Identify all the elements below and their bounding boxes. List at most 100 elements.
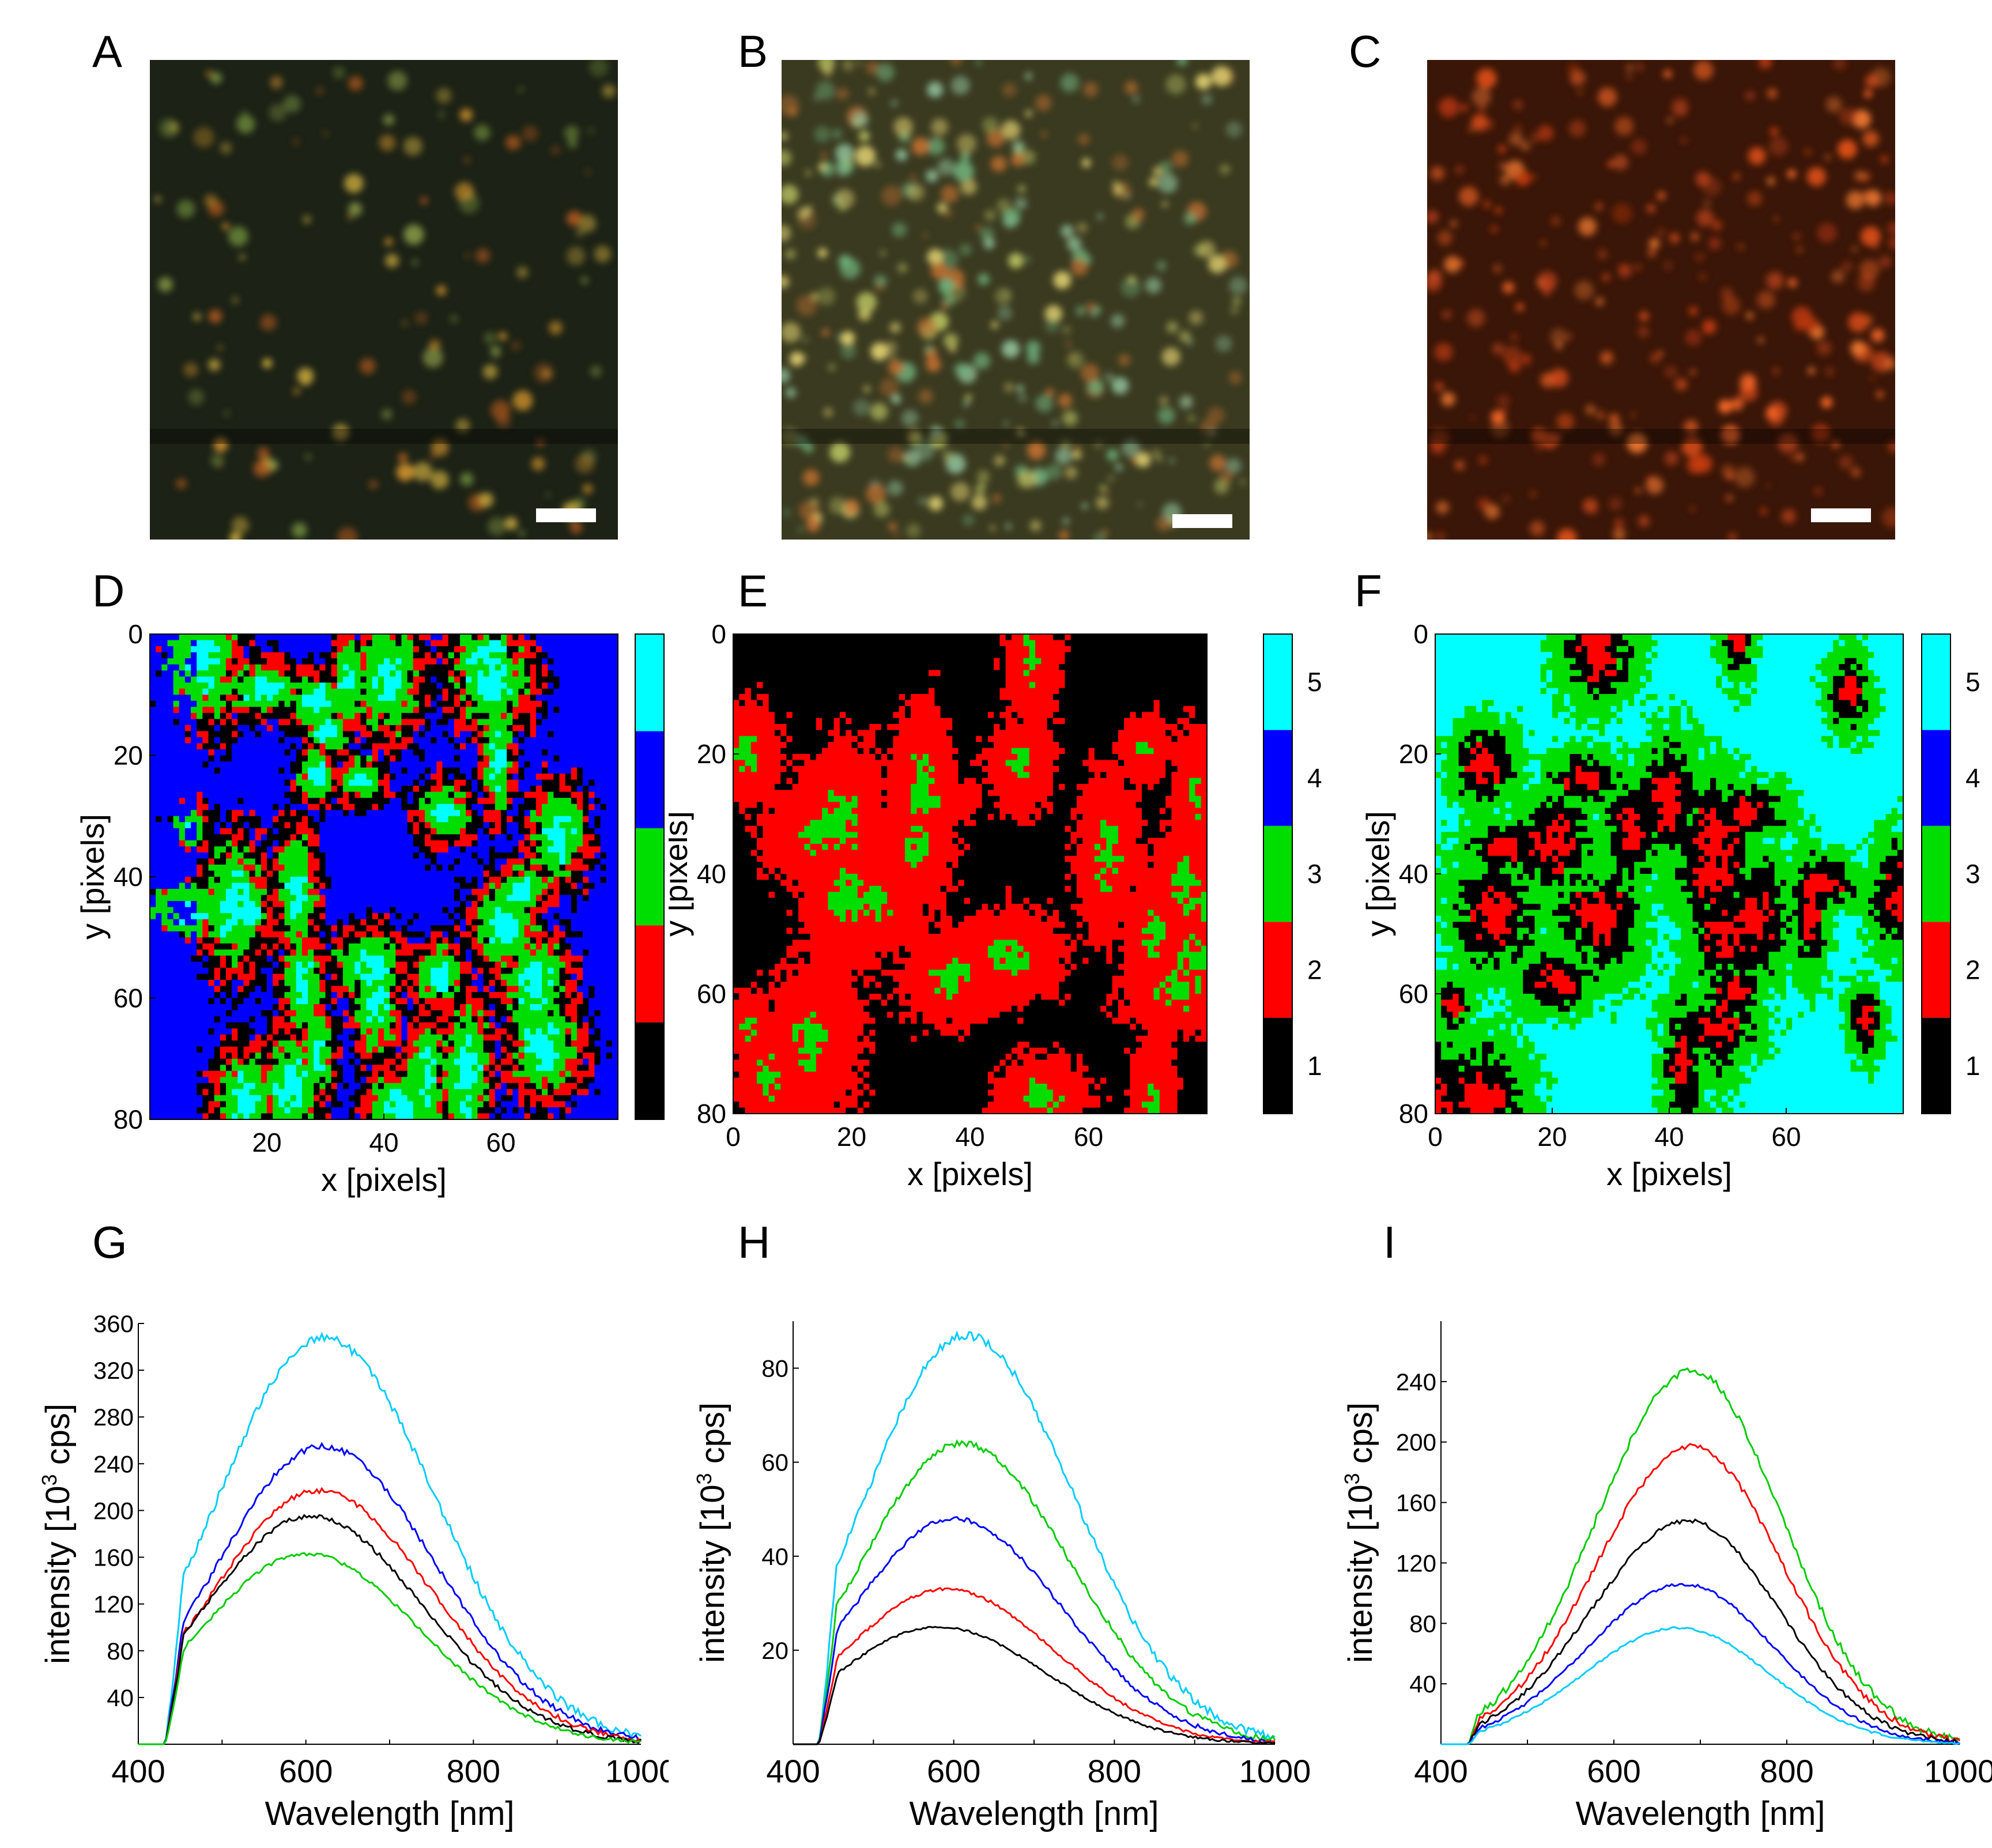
cluster-cell: [243, 858, 250, 865]
cluster-cell: [296, 852, 303, 859]
cluster-cell: [501, 774, 507, 780]
cluster-cell: [588, 901, 595, 908]
cluster-cell: [530, 646, 537, 653]
cluster-cell: [150, 889, 156, 896]
image-seam: [1427, 429, 1895, 444]
cluster-cell: [501, 664, 507, 671]
fluorescent-spot: [870, 342, 889, 361]
cluster-cell: [588, 804, 595, 810]
cluster-cell: [576, 852, 583, 859]
cluster-cell: [483, 931, 490, 938]
cluster-cell: [349, 634, 355, 641]
cluster-cell: [243, 913, 250, 920]
cluster-cell: [249, 712, 256, 719]
cluster-cell: [418, 682, 425, 689]
cluster-cell: [612, 682, 618, 689]
cluster-cell: [301, 816, 308, 823]
cluster-cell: [308, 755, 314, 762]
cluster-cell: [413, 712, 420, 719]
cluster-cell: [301, 840, 308, 847]
cluster-cell: [243, 749, 250, 756]
cluster-cell: [524, 925, 531, 932]
cluster-cell: [237, 828, 244, 835]
cluster-cell: [495, 949, 501, 956]
cluster-cell: [524, 798, 531, 805]
fluorescent-spot: [413, 462, 432, 482]
cluster-cell: [243, 676, 250, 683]
cluster-cell: [600, 804, 607, 810]
cluster-cell: [553, 774, 560, 780]
cluster-cell: [542, 943, 548, 950]
cluster-cell: [273, 846, 279, 853]
cluster-cell: [278, 786, 285, 793]
cluster-cell: [606, 786, 613, 793]
fluorescent-spot: [578, 214, 597, 233]
cluster-cell: [425, 925, 431, 932]
cluster-cell: [366, 634, 373, 641]
cluster-cell: [349, 646, 355, 653]
cluster-cell: [418, 652, 425, 659]
cluster-cell: [220, 889, 227, 896]
cluster-cell: [442, 688, 449, 695]
cluster-cell: [378, 919, 384, 926]
cluster-cell: [471, 925, 478, 932]
cluster-cell: [489, 816, 496, 823]
cluster-cell: [173, 882, 180, 889]
cluster-cell: [436, 640, 443, 647]
cluster-cell: [407, 779, 414, 786]
fluorescent-spot: [986, 129, 1005, 148]
cluster-cell: [466, 828, 472, 835]
cluster-cell: [495, 822, 501, 829]
fluorescent-spot: [1232, 297, 1242, 306]
cluster-cell: [553, 700, 560, 707]
cluster-cell: [524, 761, 531, 768]
cluster-cell: [184, 664, 191, 671]
cluster-cell: [425, 816, 431, 823]
cluster-cell: [225, 712, 232, 719]
cluster-cell: [354, 786, 361, 793]
cluster-cell: [594, 931, 601, 938]
cluster-cell: [395, 895, 402, 902]
cluster-cell: [284, 828, 291, 835]
cluster-cell: [214, 937, 221, 944]
cluster-cell: [354, 779, 361, 786]
cluster-cell: [349, 846, 355, 853]
panel-label-h: H: [738, 1216, 770, 1269]
cluster-cell: [535, 907, 542, 914]
fluorescent-spot: [1472, 87, 1491, 107]
cluster-cell: [454, 700, 461, 707]
cluster-cell: [296, 767, 303, 774]
cluster-cell: [390, 634, 396, 641]
cluster-cell: [360, 828, 367, 835]
cluster-cell: [384, 786, 390, 793]
cluster-cell: [436, 779, 443, 786]
cluster-cell: [249, 682, 256, 689]
cluster-cell: [436, 931, 443, 938]
cluster-cell: [612, 852, 618, 859]
cluster-cell: [530, 864, 537, 872]
fluorescent-spot: [436, 88, 452, 104]
cluster-cell: [308, 688, 314, 695]
cluster-cell: [249, 725, 256, 732]
cluster-cell: [249, 688, 256, 695]
cluster-cell: [237, 870, 244, 877]
cluster-cell: [512, 834, 519, 841]
cluster-cell: [161, 719, 168, 726]
cluster-cell: [342, 834, 349, 841]
cluster-cell: [202, 846, 209, 853]
cluster-cell: [337, 682, 344, 689]
cluster-cell: [466, 761, 472, 768]
fluorescent-spot: [231, 516, 249, 534]
cluster-cell: [390, 943, 396, 950]
cluster-cell: [372, 646, 379, 653]
cluster-cell: [331, 755, 338, 762]
cluster-cell: [448, 882, 455, 889]
cluster-cell: [337, 664, 344, 671]
cluster-cell: [606, 774, 613, 780]
cluster-cell: [612, 816, 618, 823]
cluster-cell: [243, 870, 250, 877]
cluster-cell: [308, 919, 314, 926]
fluorescent-spot: [1166, 321, 1179, 334]
cluster-cell: [225, 640, 232, 647]
cluster-cell: [395, 810, 402, 817]
